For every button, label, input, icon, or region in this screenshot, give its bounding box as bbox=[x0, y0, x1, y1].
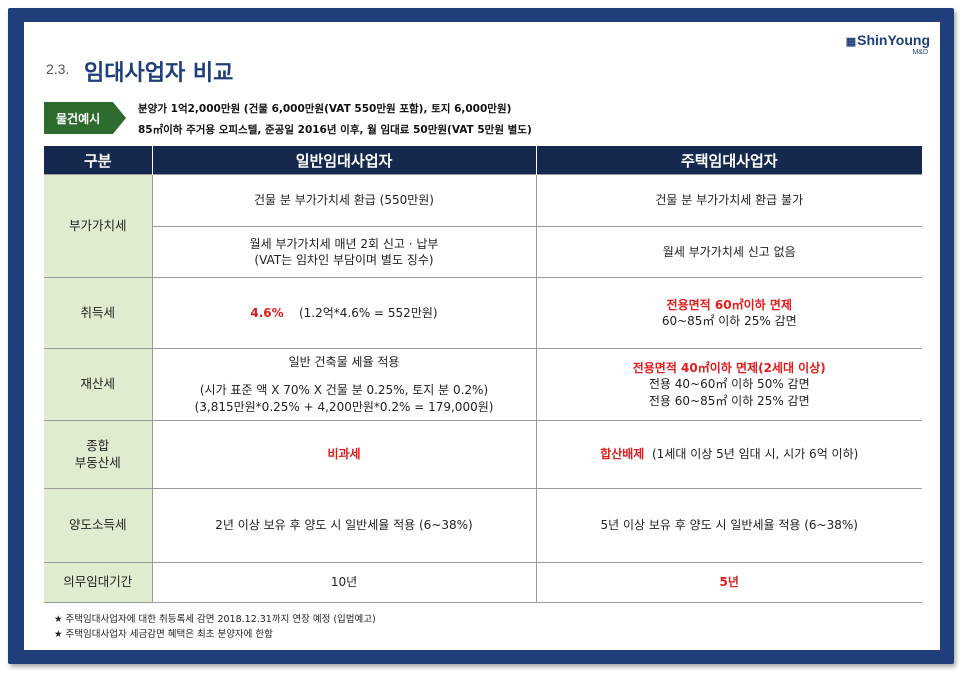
vat-general-monthly: 월세 부가가치세 매년 2회 신고 · 납부 (VAT는 임차인 부담이며 별도… bbox=[151, 226, 536, 278]
duty-housing-period: 5년 bbox=[719, 575, 739, 590]
table-row-duty: 의무임대기간 10년 5년 bbox=[44, 562, 922, 603]
row-label-transfer: 양도소득세 bbox=[44, 488, 152, 563]
vat-general-refund: 건물 분 부가가치세 환급 (550만원) bbox=[151, 174, 536, 227]
table-row-property-tax: 재산세 일반 건축물 세율 적용 (시가 표준 액 X 70% X 건물 분 0… bbox=[44, 348, 922, 421]
footnote-1: ★ 주택임대사업자에 대한 취등록세 감면 2018.12.31까지 연장 예정… bbox=[54, 614, 376, 625]
company-logo: ▦ShinYoung M&D bbox=[845, 32, 930, 56]
property-tax-general-calc: (3,815만원*0.25% + 4,200만원*0.2% = 179,000원… bbox=[194, 399, 494, 414]
vat-housing-monthly: 월세 부가가치세 신고 없음 bbox=[535, 226, 922, 278]
acq-housing: 전용면적 60㎡이하 면제 60~85㎡ 이하 25% 감면 bbox=[535, 277, 922, 349]
comprehensive-housing-exclusion: 합산배제 bbox=[600, 447, 645, 462]
logo-brand-text: ShinYoung bbox=[857, 32, 930, 48]
acq-housing-reduction: 60~85㎡ 이하 25% 감면 bbox=[661, 314, 797, 328]
table-row-vat-2: 월세 부가가치세 매년 2회 신고 · 납부 (VAT는 임차인 부담이며 별도… bbox=[44, 226, 922, 278]
property-tax-general-formula: (시가 표준 액 X 70% X 건물 분 0.25%, 토지 분 0.2%) bbox=[199, 383, 489, 398]
property-tax-housing-exempt: 전용면적 40㎡이하 면제(2세대 이상) bbox=[632, 361, 826, 376]
row-label-property-tax: 재산세 bbox=[44, 348, 152, 421]
acq-general-rate: 4.6% bbox=[250, 305, 284, 320]
table-row-comprehensive: 종합 부동산세 비과세 합산배제 (1세대 이상 5년 임대 시, 시가 6억 … bbox=[44, 420, 922, 489]
acq-housing-exempt: 전용면적 60㎡이하 면제 bbox=[666, 297, 792, 312]
vat-housing-refund: 건물 분 부가가치세 환급 불가 bbox=[535, 174, 922, 227]
property-tax-housing-25: 전용 60~85㎡ 이하 25% 감면 bbox=[648, 393, 810, 408]
property-tax-housing-50: 전용 40~60㎡ 이하 50% 감면 bbox=[648, 377, 810, 392]
header-category: 구분 bbox=[44, 146, 152, 175]
table-row-vat-1: 부가가치세 건물 분 부가가치세 환급 (550만원) 건물 분 부가가치세 환… bbox=[44, 174, 922, 278]
transfer-general: 2년 이상 보유 후 양도 시 일반세율 적용 (6~38%) bbox=[151, 488, 536, 563]
row-label-comprehensive-line1: 종합 bbox=[86, 437, 110, 453]
comprehensive-housing-condition: (1세대 이상 5년 임대 시, 시가 6억 이하) bbox=[652, 447, 859, 462]
vat-general-monthly-line2: (VAT는 임차인 부담이며 별도 징수) bbox=[254, 253, 434, 267]
page-title: 임대사업자 비교 bbox=[84, 61, 234, 86]
comprehensive-general: 비과세 bbox=[151, 420, 536, 489]
header-general-landlord: 일반임대사업자 bbox=[151, 146, 536, 175]
table-row-transfer: 양도소득세 2년 이상 보유 후 양도 시 일반세율 적용 (6~38%) 5년… bbox=[44, 488, 922, 563]
footnote-2: ★ 주택임대사업자 세금감면 혜택은 최초 분양자에 한함 bbox=[54, 629, 273, 640]
row-label-acquisition: 취득세 bbox=[44, 277, 152, 349]
comprehensive-housing: 합산배제 (1세대 이상 5년 임대 시, 시가 6억 이하) bbox=[535, 420, 922, 489]
section-number: 2.3. bbox=[46, 61, 70, 77]
property-tax-general-rate: 일반 건축물 세율 적용 bbox=[288, 355, 400, 370]
duty-general: 10년 bbox=[151, 562, 536, 603]
acq-general-calc: (1.2억*4.6% = 552만원) bbox=[298, 305, 438, 320]
property-tax-general: 일반 건축물 세율 적용 (시가 표준 액 X 70% X 건물 분 0.25%… bbox=[151, 348, 536, 421]
acq-general: 4.6% (1.2억*4.6% = 552만원) bbox=[151, 277, 536, 349]
transfer-housing: 5년 이상 보유 후 양도 시 일반세율 적용 (6~38%) bbox=[535, 488, 922, 563]
row-label-duty: 의무임대기간 bbox=[44, 562, 152, 603]
property-example-tag: 물건예시 bbox=[44, 102, 126, 134]
row-label-comprehensive-line2: 부동산세 bbox=[74, 454, 121, 470]
comparison-table: 구분 일반임대사업자 주택임대사업자 부가가치세 건물 분 부가가치세 환급 (… bbox=[44, 146, 922, 603]
property-tax-housing: 전용면적 40㎡이하 면제(2세대 이상) 전용 40~60㎡ 이하 50% 감… bbox=[535, 348, 922, 421]
duty-housing: 5년 bbox=[535, 562, 922, 603]
row-label-vat: 부가가치세 bbox=[44, 174, 152, 278]
header-housing-landlord: 주택임대사업자 bbox=[535, 146, 922, 175]
logo-sub-text: M&D bbox=[912, 49, 928, 56]
property-note-price: 분양가 1억2,000만원 (건물 6,000만원(VAT 550만원 포함),… bbox=[138, 103, 512, 115]
property-note-conditions: 85㎡이하 주거용 오피스텔, 준공일 2016년 이후, 월 임대료 50만원… bbox=[138, 124, 532, 136]
table-row-acquisition: 취득세 4.6% (1.2억*4.6% = 552만원) 전용면적 60㎡이하 … bbox=[44, 277, 922, 349]
comprehensive-general-exempt: 비과세 bbox=[327, 447, 361, 462]
table-header-row: 구분 일반임대사업자 주택임대사업자 bbox=[44, 146, 922, 175]
row-label-comprehensive: 종합 부동산세 bbox=[44, 420, 152, 489]
vat-general-monthly-line1: 월세 부가가치세 매년 2회 신고 · 납부 bbox=[249, 236, 439, 251]
